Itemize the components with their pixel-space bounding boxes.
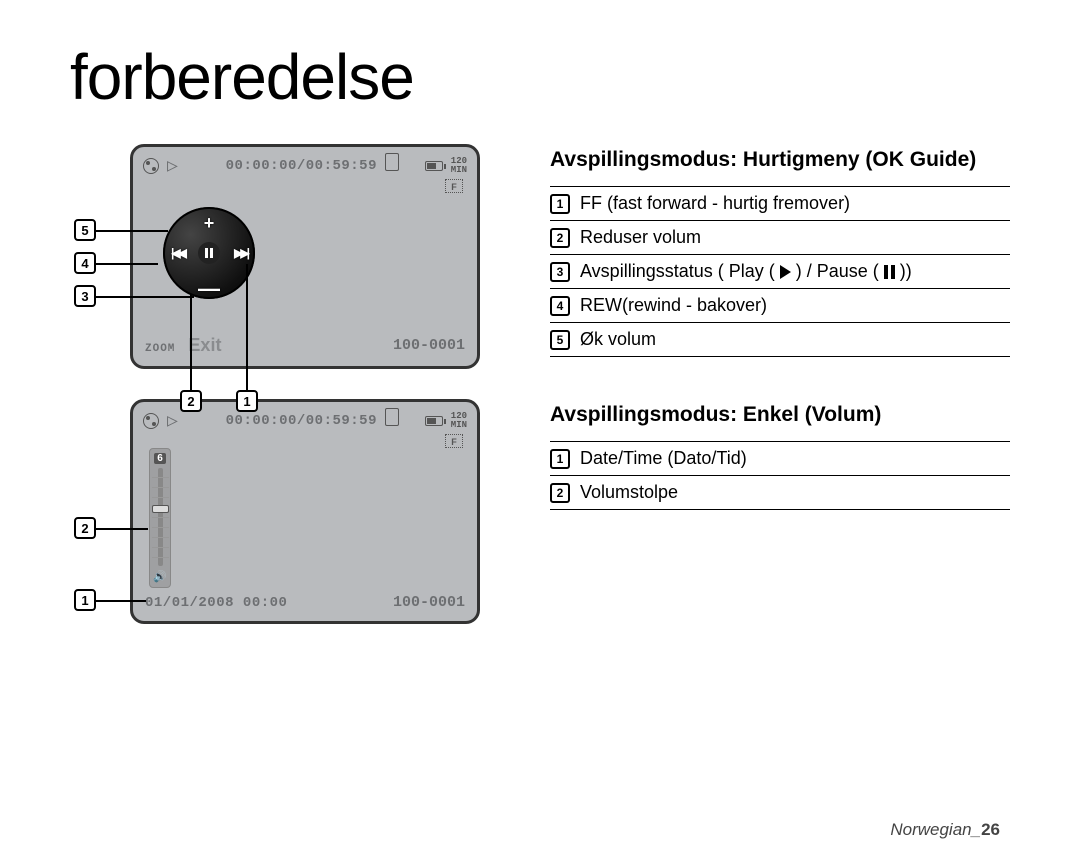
page-footer: Norwegian_26 [890, 820, 1000, 840]
item-label: Avspillingsstatus ( Play ( ) / Pause ( )… [580, 261, 912, 282]
reel-icon [143, 158, 159, 174]
item-label: FF (fast forward - hurtig fremover) [580, 193, 850, 214]
section-1-list: 1 FF (fast forward - hurtig fremover) 2 Re… [550, 186, 1010, 357]
section-2-list: 1 Date/Time (Dato/Tid) 2 Volumstolpe [550, 441, 1010, 510]
zoom-label: ZOOM [145, 343, 175, 355]
callout-3: 3 [74, 285, 96, 307]
item-label: Reduser volum [580, 227, 701, 248]
play-icon: ▷ [167, 410, 178, 432]
volume-up-icon: + [204, 213, 215, 234]
item-label: Date/Time (Dato/Tid) [580, 448, 747, 469]
num-1: 1 [550, 194, 570, 214]
control-wheel: + — |◀◀ ▶▶| [163, 207, 255, 299]
section-heading: Avspillingsmodus: Enkel (Volum) [550, 403, 1010, 427]
card-icon [385, 153, 399, 171]
time-counter: 00:00:00/00:59:59 [186, 158, 417, 174]
list-item: 1 Date/Time (Dato/Tid) [550, 441, 1010, 476]
minutes-remaining: 120MIN [451, 412, 467, 430]
fast-forward-icon: ▶▶| [234, 246, 247, 260]
list-item: 4 REW(rewind - bakover) [550, 289, 1010, 323]
lcd-screen-1: ▷ 00:00:00/00:59:59 120MIN F + — |◀◀ ▶▶|… [130, 144, 480, 369]
battery-icon [425, 416, 443, 426]
list-item: 1 FF (fast forward - hurtig fremover) [550, 186, 1010, 221]
num-4: 4 [550, 296, 570, 316]
num-1: 1 [550, 449, 570, 469]
callout-5: 5 [74, 219, 96, 241]
play-glyph-icon [780, 265, 791, 279]
item-label: Øk volum [580, 329, 656, 350]
reel-icon [143, 413, 159, 429]
list-item: 5 Øk volum [550, 323, 1010, 357]
pause-icon [198, 242, 220, 264]
footer-page: 26 [981, 820, 1000, 839]
list-item: 2 Reduser volum [550, 221, 1010, 255]
callout-lead [96, 230, 168, 232]
footer-lang: Norwegian [890, 820, 971, 839]
volume-track [158, 468, 163, 566]
play-icon: ▷ [167, 155, 178, 177]
speaker-icon: 🔊 [153, 570, 167, 583]
f-indicator: F [445, 434, 463, 448]
datetime: 01/01/2008 00:00 [145, 595, 287, 611]
screen-1-column: 5 4 3 2 1 ▷ 00:00:00/00:59:59 120MIN F +… [70, 144, 490, 369]
volume-level: 6 [154, 453, 166, 464]
num-2: 2 [550, 483, 570, 503]
callout-lead [96, 528, 148, 530]
callout-2b: 2 [74, 517, 96, 539]
screen-bottombar: ZOOM Exit 100-0001 [145, 335, 465, 356]
num-5: 5 [550, 330, 570, 350]
exit-label: Exit [188, 335, 221, 355]
section-1: 5 4 3 2 1 ▷ 00:00:00/00:59:59 120MIN F +… [70, 144, 1010, 369]
file-number: 100-0001 [393, 594, 465, 611]
section-1-text: Avspillingsmodus: Hurtigmeny (OK Guide) … [550, 144, 1010, 357]
rewind-icon: |◀◀ [171, 246, 184, 260]
minutes-remaining: 120MIN [451, 157, 467, 175]
item-label: REW(rewind - bakover) [580, 295, 767, 316]
callout-lead [96, 600, 146, 602]
num-2: 2 [550, 228, 570, 248]
section-heading: Avspillingsmodus: Hurtigmeny (OK Guide) [550, 148, 1010, 172]
callout-lead [96, 296, 194, 298]
section-2-text: Avspillingsmodus: Enkel (Volum) 1 Date/Ti… [550, 399, 1010, 510]
volume-knob [152, 505, 169, 513]
volume-down-icon: — [198, 285, 220, 293]
screen-bottombar: 01/01/2008 00:00 100-0001 [145, 594, 465, 611]
list-item: 2 Volumstolpe [550, 476, 1010, 510]
callout-lead [96, 263, 158, 265]
callout-1b: 1 [74, 589, 96, 611]
list-item: 3 Avspillingsstatus ( Play ( ) / Pause (… [550, 255, 1010, 289]
page-title: forberedelse [70, 40, 1010, 114]
callout-1: 1 [236, 390, 258, 412]
callout-lead [246, 264, 248, 390]
battery-icon [425, 161, 443, 171]
time-counter: 00:00:00/00:59:59 [186, 413, 417, 429]
f-indicator: F [445, 179, 463, 193]
screen-topbar: ▷ 00:00:00/00:59:59 120MIN [143, 155, 467, 177]
screen-topbar: ▷ 00:00:00/00:59:59 120MIN [143, 410, 467, 432]
section-2: 2 1 ▷ 00:00:00/00:59:59 120MIN F 6 🔊 01/… [70, 399, 1010, 624]
card-icon [385, 408, 399, 426]
file-number: 100-0001 [393, 337, 465, 354]
num-3: 3 [550, 262, 570, 282]
callout-2: 2 [180, 390, 202, 412]
lcd-screen-2: ▷ 00:00:00/00:59:59 120MIN F 6 🔊 01/01/2… [130, 399, 480, 624]
item-label: Volumstolpe [580, 482, 678, 503]
callout-4: 4 [74, 252, 96, 274]
screen-2-column: 2 1 ▷ 00:00:00/00:59:59 120MIN F 6 🔊 01/… [70, 399, 490, 624]
callout-lead [190, 294, 192, 390]
volume-bar: 6 🔊 [149, 448, 171, 588]
pause-glyph-icon [884, 265, 895, 279]
